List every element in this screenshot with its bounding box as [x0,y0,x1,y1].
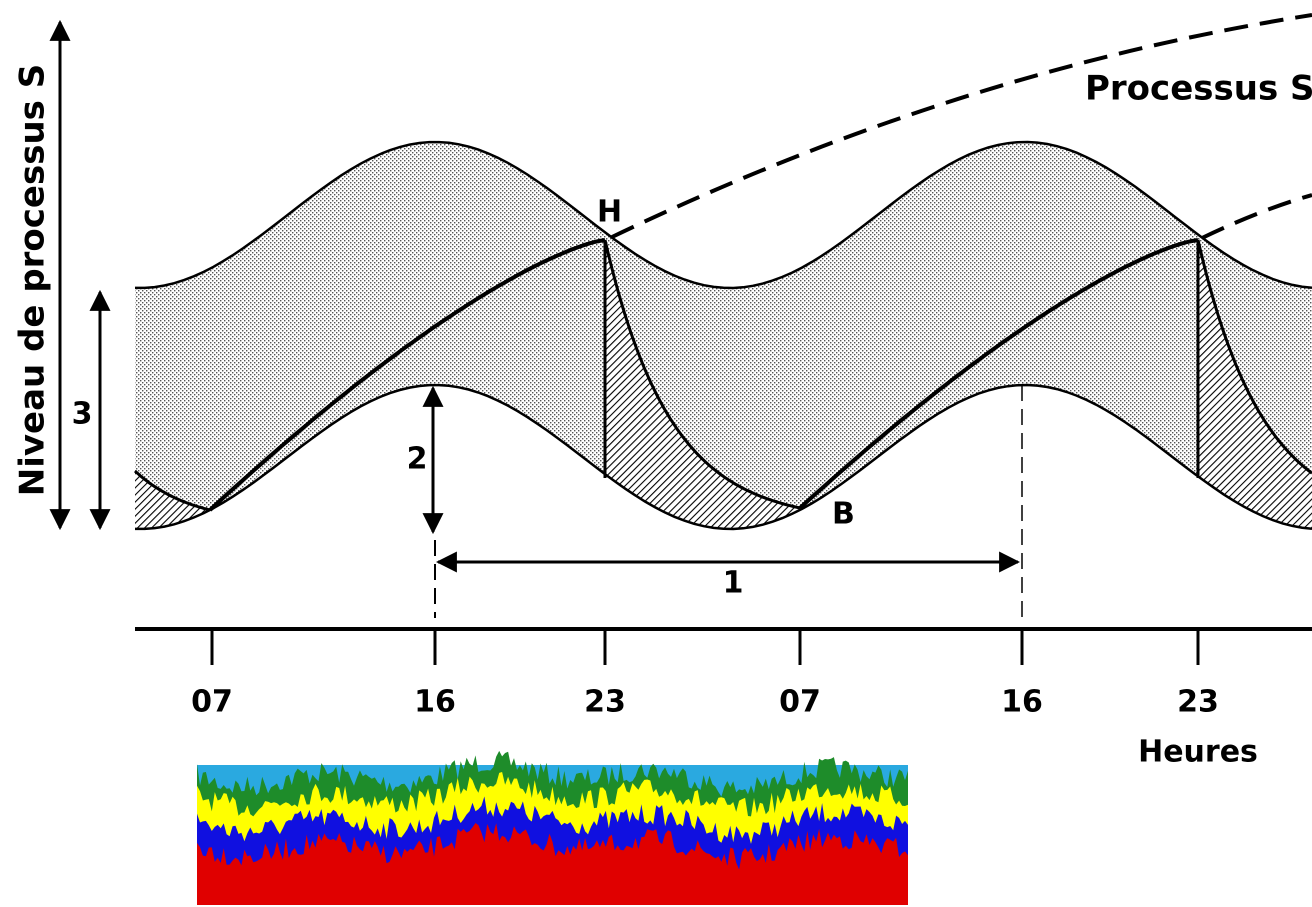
marker-label: 3 [72,397,93,432]
x-axis-label: Heures [1138,735,1258,770]
tick-label: 16 [414,685,456,720]
tick-label: 23 [584,685,626,720]
point-label: B [832,497,855,532]
threshold-band [135,142,1312,529]
marker-label: 1 [723,566,744,601]
tick-label: 07 [191,685,233,720]
point-label: H [597,195,622,230]
marker-label: 2 [407,442,428,477]
tick-label: 16 [1001,685,1043,720]
diagram: Niveau de processus S Processus S H B 1 … [0,0,1312,907]
sleep-spectrum [197,751,908,905]
ticks: 07 16 23 07 16 23 [191,629,1219,720]
y-axis-label: Niveau de processus S [13,64,53,496]
curve-label: Processus S [1085,69,1312,109]
process-s-dashed [1202,195,1312,238]
tick-label: 23 [1177,685,1219,720]
tick-label: 07 [779,685,821,720]
